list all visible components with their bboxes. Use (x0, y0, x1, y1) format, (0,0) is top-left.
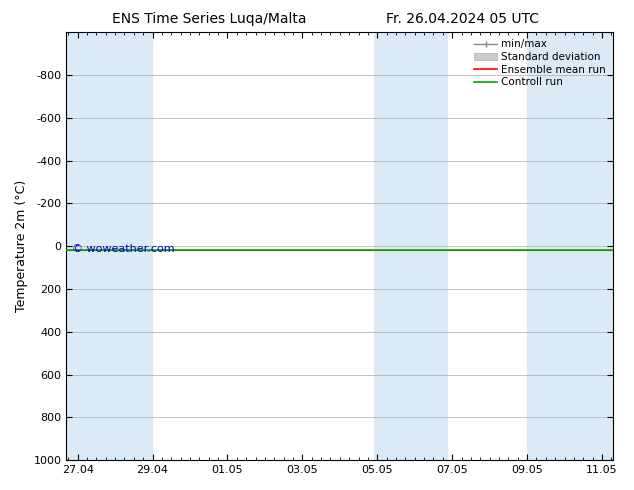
Bar (527, 32, 613, 460)
Text: ENS Time Series Luqa/Malta: ENS Time Series Luqa/Malta (112, 12, 306, 26)
Bar (373, 32, 448, 460)
Text: Fr. 26.04.2024 05 UTC: Fr. 26.04.2024 05 UTC (386, 12, 540, 26)
Bar (67, 32, 153, 460)
Legend: min/max, Standard deviation, Ensemble mean run, Controll run: min/max, Standard deviation, Ensemble me… (472, 37, 608, 89)
Text: © woweather.com: © woweather.com (72, 244, 174, 254)
Y-axis label: Temperature 2m (°C): Temperature 2m (°C) (15, 180, 28, 312)
